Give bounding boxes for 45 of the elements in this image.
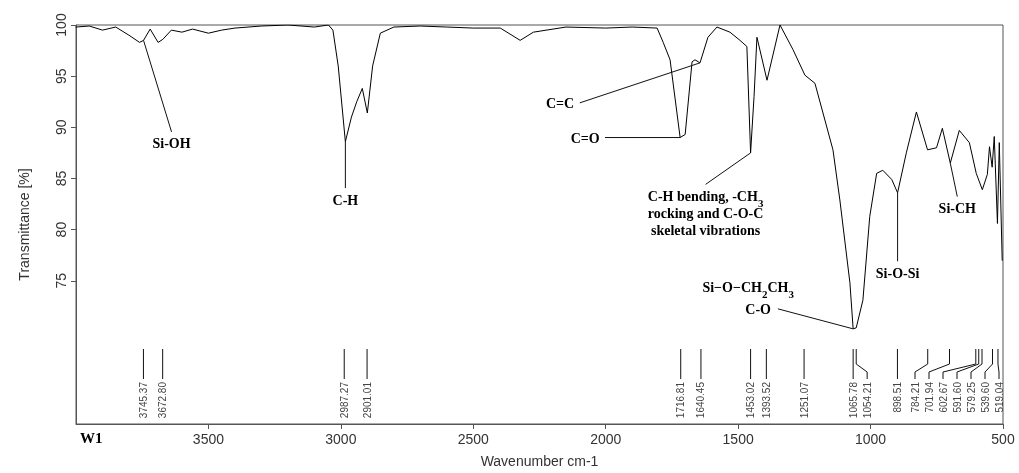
x-tick-label: 3500 — [192, 431, 225, 447]
annotation: Si−O−CH$_{2}$CH$_{3}$ — [702, 279, 795, 300]
line-series — [75, 24, 1003, 330]
x-tick-label: 1500 — [722, 431, 754, 447]
annotation: 701.94 — [923, 381, 935, 413]
y-tick-label: 85 — [53, 170, 69, 187]
annotation: 2987.27 — [338, 381, 350, 419]
x-axis-title: Wavenumber cm-1 — [480, 453, 599, 469]
y-tick-label: 100 — [53, 13, 69, 37]
annotation: 1393.52 — [760, 381, 772, 419]
x-tick-label: 2000 — [590, 431, 622, 447]
y-tick-label: 75 — [53, 272, 69, 289]
x-tick-label: 3000 — [325, 431, 357, 447]
annotation: Si-CH — [938, 201, 977, 217]
annotation: 784.21 — [909, 381, 921, 413]
annotation: 3672.80 — [157, 381, 169, 419]
annotation: 1054.21 — [861, 381, 873, 419]
annotation: 591.60 — [951, 381, 963, 413]
y-tick-label: 95 — [53, 68, 69, 84]
y-axis-title: Transmittance [%] — [16, 168, 32, 281]
x-tick-label: 1000 — [854, 431, 887, 447]
y-tick-label: 90 — [53, 119, 69, 136]
annotation: 1640.45 — [695, 381, 707, 419]
annotation: 1716.81 — [675, 381, 687, 419]
annotation: 602.67 — [937, 381, 949, 413]
annotation: 1251.07 — [798, 381, 810, 419]
annotation: C-O — [745, 301, 772, 317]
annotation: C-H bending, -CH$_{3}$ rocking and C-O-C skeletal vibrations — [647, 188, 764, 238]
annotation: 1453.02 — [745, 381, 757, 419]
annotation: Si-OH — [152, 136, 191, 152]
annotation: C=C — [545, 95, 575, 111]
annotation: Si-O-Si — [875, 265, 920, 281]
annotation: 519.04 — [993, 381, 1005, 413]
annotation: 2901.01 — [361, 381, 373, 419]
annotation: 579.25 — [965, 381, 977, 413]
annotation: 539.60 — [979, 381, 991, 413]
annotation: 898.51 — [891, 381, 903, 413]
x-tick-label: 2500 — [457, 431, 490, 447]
annotation: C-H — [332, 192, 359, 208]
annotation: 3745.37 — [137, 381, 149, 419]
annotation: C=O — [570, 130, 600, 146]
y-tick-label: 80 — [53, 221, 69, 238]
x-tick-label: 500 — [991, 431, 1015, 447]
annotation: 1065.78 — [847, 381, 859, 419]
text: W1 — [80, 429, 103, 446]
